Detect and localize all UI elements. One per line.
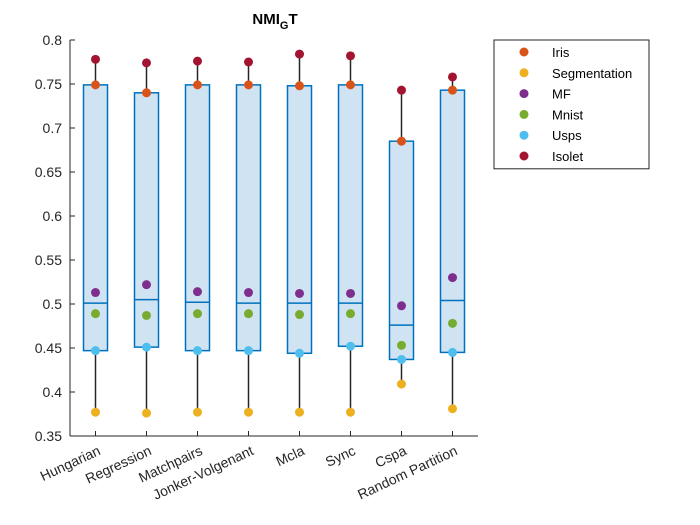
data-point-segmentation xyxy=(295,407,304,417)
data-point-usps xyxy=(142,342,151,352)
data-point-segmentation xyxy=(346,407,355,417)
legend-marker-usps xyxy=(519,130,529,140)
data-point-mnist xyxy=(91,309,100,319)
data-point-iris xyxy=(142,88,151,98)
x-tick-label: Mcla xyxy=(273,442,307,469)
data-point-isolet xyxy=(142,58,151,68)
data-point-isolet xyxy=(295,49,304,59)
legend-label-isolet: Isolet xyxy=(552,149,583,164)
data-point-usps xyxy=(91,346,100,356)
data-point-mnist xyxy=(397,340,406,350)
data-point-segmentation xyxy=(397,379,406,389)
data-point-iris xyxy=(244,80,253,90)
legend: Iris Segmentation MF Mnist Usps Isolet xyxy=(493,39,650,170)
data-point-isolet xyxy=(91,54,100,64)
box xyxy=(235,84,262,352)
y-tick-label: 0.7 xyxy=(43,120,63,136)
legend-marker-isolet xyxy=(519,151,529,161)
chart-title: NMIGT xyxy=(252,11,297,32)
legend-marker-mf xyxy=(519,89,529,99)
box xyxy=(133,92,160,348)
data-point-mnist xyxy=(448,318,457,328)
data-point-mf xyxy=(397,301,406,311)
data-point-mf xyxy=(244,288,253,298)
data-point-usps xyxy=(346,341,355,351)
box xyxy=(286,85,313,355)
y-tick-label: 0.6 xyxy=(43,208,63,224)
legend-label-mnist: Mnist xyxy=(552,107,583,122)
data-point-iris xyxy=(193,80,202,90)
data-point-mnist xyxy=(193,309,202,319)
data-point-mf xyxy=(448,273,457,283)
data-point-isolet xyxy=(397,85,406,95)
data-point-segmentation xyxy=(142,408,151,418)
data-point-mnist xyxy=(295,310,304,320)
legend-label-mf: MF xyxy=(552,87,571,102)
legend-marker-iris xyxy=(519,47,529,57)
legend-marker-segmentation xyxy=(519,68,529,78)
data-point-usps xyxy=(397,354,406,364)
plot-background xyxy=(70,40,478,436)
data-point-iris xyxy=(448,85,457,95)
box xyxy=(337,84,364,347)
y-tick-label: 0.35 xyxy=(35,428,62,444)
data-point-mnist xyxy=(142,310,151,320)
data-point-isolet xyxy=(244,57,253,67)
data-point-iris xyxy=(91,80,100,90)
data-point-iris xyxy=(295,81,304,91)
box xyxy=(439,89,466,354)
data-point-iris xyxy=(397,136,406,146)
data-point-mf xyxy=(193,287,202,297)
legend-label-usps: Usps xyxy=(552,128,582,143)
data-point-mf xyxy=(91,288,100,298)
data-point-isolet xyxy=(448,72,457,82)
data-point-segmentation xyxy=(193,407,202,417)
data-point-isolet xyxy=(193,56,202,66)
data-point-segmentation xyxy=(244,407,253,417)
y-tick-label: 0.8 xyxy=(43,32,63,48)
legend-marker-mnist xyxy=(519,109,529,119)
x-tick-label: Random Partition xyxy=(355,442,460,502)
box xyxy=(388,140,415,361)
legend-box xyxy=(493,39,650,170)
y-tick-label: 0.4 xyxy=(43,384,63,400)
data-point-usps xyxy=(448,347,457,357)
data-point-iris xyxy=(346,80,355,90)
data-point-segmentation xyxy=(448,404,457,414)
data-point-usps xyxy=(244,346,253,356)
y-tick-label: 0.75 xyxy=(35,76,62,92)
data-point-segmentation xyxy=(91,407,100,417)
y-tick-label: 0.55 xyxy=(35,252,62,268)
data-point-mnist xyxy=(346,309,355,319)
legend-label-iris: Iris xyxy=(552,45,570,60)
y-tick-label: 0.65 xyxy=(35,164,62,180)
data-point-mf xyxy=(346,288,355,298)
plot-area: 0.350.40.450.50.550.60.650.70.750.8Hunga… xyxy=(35,32,478,503)
legend-label-segmentation: Segmentation xyxy=(552,66,632,81)
data-point-isolet xyxy=(346,51,355,61)
data-point-mnist xyxy=(244,309,253,319)
y-tick-label: 0.45 xyxy=(35,340,62,356)
box xyxy=(184,84,211,352)
data-point-mf xyxy=(295,288,304,298)
x-tick-label: Sync xyxy=(323,442,358,470)
data-point-usps xyxy=(193,346,202,356)
y-tick-label: 0.5 xyxy=(43,296,63,312)
data-point-usps xyxy=(295,348,304,358)
data-point-mf xyxy=(142,280,151,290)
